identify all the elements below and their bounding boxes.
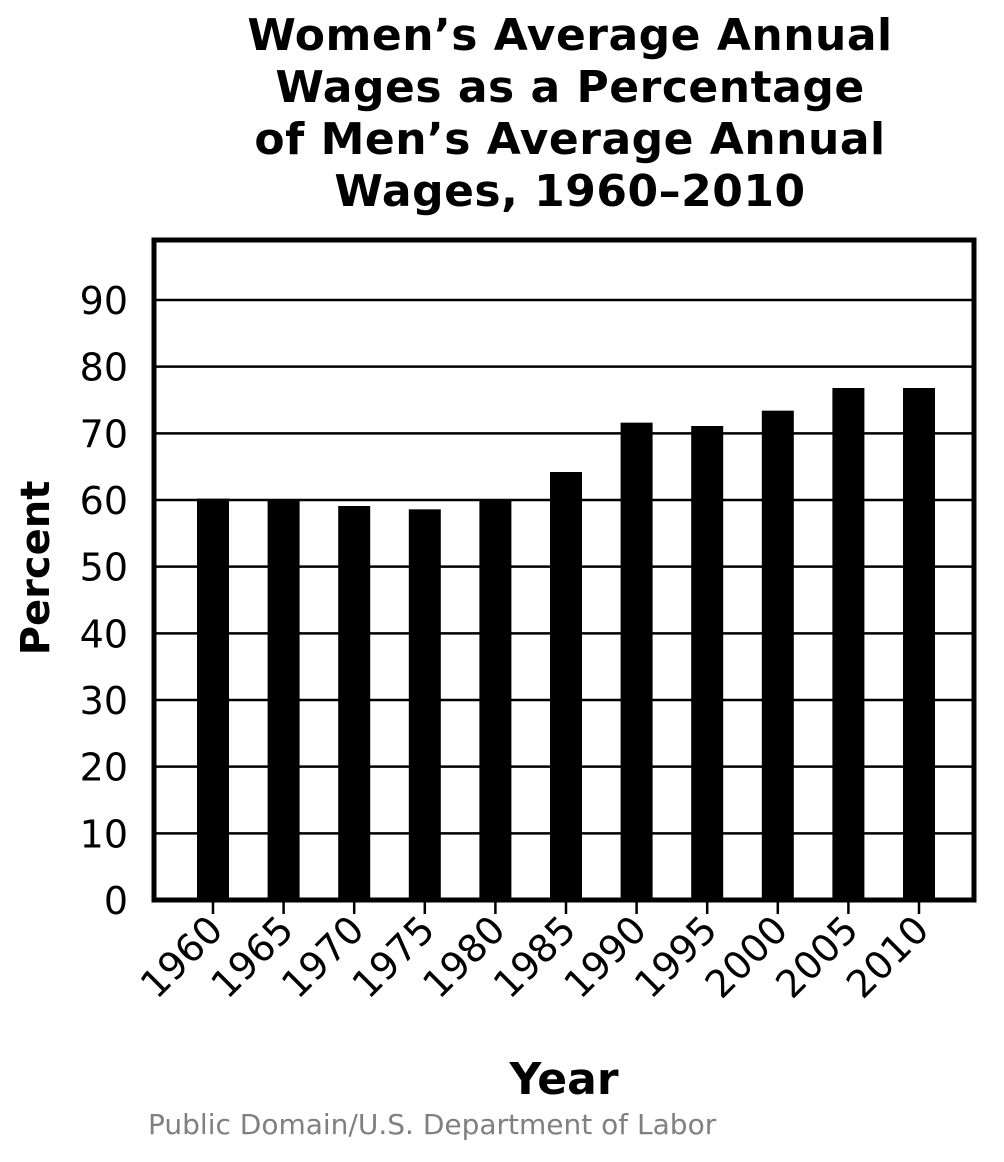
x-tick-label: 2010: [838, 907, 938, 1007]
source-credit: Public Domain/U.S. Department of Labor: [148, 1108, 717, 1141]
x-tick-label: 1995: [626, 907, 726, 1007]
y-tick-label: 30: [80, 679, 128, 723]
x-axis: 1960196519701975198019851990199520002005…: [132, 900, 938, 1007]
plot-frame: [151, 237, 977, 903]
bar-chart: 0 10 20 30 40 50 60 70 80 90 19601965197019751980…: [13, 237, 977, 1100]
bar-1985: [550, 472, 582, 900]
bar-1995: [691, 426, 724, 900]
bar-2000: [761, 410, 794, 900]
bar-2010: [903, 388, 935, 900]
bar-1975: [408, 509, 441, 900]
y-tick-label: 20: [80, 746, 128, 790]
x-tick-label: 2000: [697, 907, 797, 1007]
bar-1965: [267, 500, 300, 900]
y-tick-label: 40: [80, 612, 128, 656]
chart-title-line: Wages, 1960–2010: [334, 166, 806, 217]
chart-title-line: of Men’s Average Annual: [254, 114, 886, 165]
y-tick-label: 0: [104, 879, 128, 923]
bar-1960: [197, 498, 229, 900]
y-axis: 0 10 20 30 40 50 60 70 80 90: [80, 279, 128, 923]
y-axis-label: Percent: [13, 481, 59, 656]
x-tick-label: 1990: [555, 907, 655, 1007]
x-tick-label: 1980: [414, 907, 514, 1007]
y-tick-label: 90: [80, 279, 128, 323]
chart-title-line: Wages as a Percentage: [275, 62, 865, 113]
x-tick-label: 1960: [132, 907, 232, 1007]
x-tick-label: 1985: [485, 907, 585, 1007]
y-tick-label: 60: [80, 479, 128, 523]
x-tick-label: 1965: [202, 907, 302, 1007]
x-tick-label: 1970: [273, 907, 373, 1007]
bar-2005: [832, 388, 865, 900]
bars: [197, 388, 935, 900]
chart-title: Women’s Average Annual Wages as a Percen…: [130, 10, 1004, 218]
x-tick-label: 2005: [767, 907, 867, 1007]
bar-1970: [338, 506, 371, 900]
bar-1980: [479, 500, 512, 900]
y-tick-label: 50: [80, 546, 128, 590]
bar-1990: [620, 422, 653, 900]
x-tick-label: 1975: [344, 907, 444, 1007]
y-tick-label: 70: [80, 412, 128, 456]
x-axis-label: Year: [508, 1054, 618, 1100]
chart-title-line: Women’s Average Annual: [247, 10, 893, 61]
y-tick-label: 10: [80, 812, 128, 856]
y-tick-label: 80: [80, 346, 128, 390]
